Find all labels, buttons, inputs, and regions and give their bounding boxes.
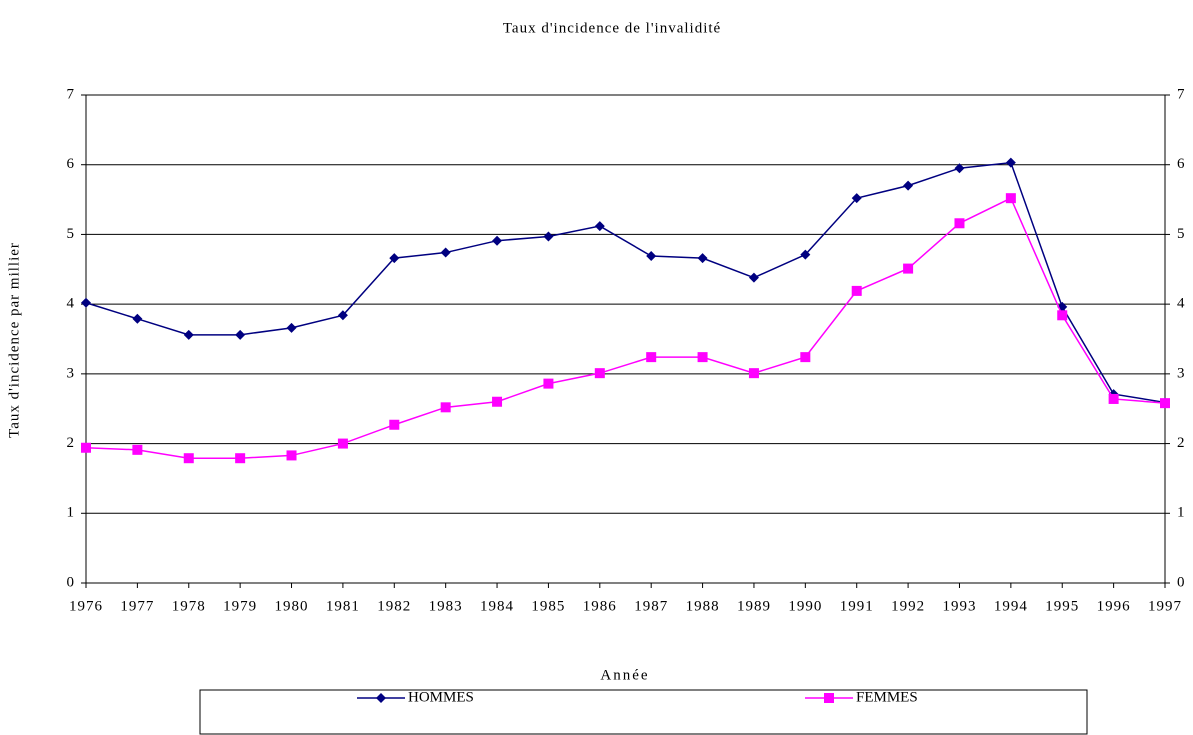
data-point (903, 263, 914, 274)
x-tick-label: 1991 (840, 598, 874, 614)
x-tick-label: 1983 (429, 598, 463, 614)
y2-tick-label: 5 (1177, 226, 1185, 242)
y-tick-label: 2 (67, 435, 75, 451)
x-tick-label: 1982 (377, 598, 411, 614)
data-point (337, 310, 348, 321)
x-tick-label: 1976 (69, 598, 103, 614)
x-tick-label: 1981 (326, 598, 360, 614)
data-point (748, 272, 759, 283)
x-tick-label: 1979 (223, 598, 257, 614)
data-point (235, 453, 246, 464)
x-tick-label: 1990 (788, 598, 822, 614)
y-tick-label: 5 (67, 226, 75, 242)
data-point (183, 453, 194, 464)
data-point (132, 313, 143, 324)
data-point (81, 442, 91, 453)
data-point (543, 231, 554, 242)
data-point (492, 235, 503, 246)
data-point (594, 368, 605, 379)
legend-marker (824, 693, 834, 703)
y2-tick-label: 6 (1177, 156, 1185, 172)
data-point (748, 368, 759, 379)
x-tick-label: 1989 (737, 598, 771, 614)
data-point (697, 352, 708, 363)
data-point (286, 450, 297, 461)
data-point (492, 396, 503, 407)
data-point (800, 352, 811, 363)
data-point (132, 444, 143, 455)
data-point (235, 329, 246, 340)
data-point (646, 251, 657, 262)
data-point (954, 163, 965, 174)
x-tick-label: 1984 (480, 598, 514, 614)
legend-marker (376, 693, 386, 703)
x-tick-label: 1985 (531, 598, 565, 614)
y2-tick-label: 4 (1177, 296, 1185, 312)
x-tick-label: 1995 (1045, 598, 1079, 614)
data-point (697, 253, 708, 264)
y-tick-label: 4 (67, 296, 75, 312)
x-tick-label: 1977 (120, 598, 154, 614)
legend-label: HOMMES (408, 689, 474, 705)
data-point (440, 402, 451, 413)
data-point (183, 329, 194, 340)
data-point (646, 352, 657, 363)
y2-tick-label: 1 (1177, 505, 1185, 521)
data-point (81, 297, 91, 308)
data-point (851, 193, 862, 204)
x-tick-label: 1992 (891, 598, 925, 614)
data-point (1005, 157, 1016, 168)
data-point (851, 285, 862, 296)
y2-tick-label: 2 (1177, 435, 1185, 451)
legend-box (199, 689, 1088, 735)
x-tick-label: 1987 (634, 598, 668, 614)
data-point (903, 180, 914, 191)
x-tick-label: 1980 (275, 598, 309, 614)
x-tick-label: 1993 (942, 598, 976, 614)
data-point (1108, 393, 1119, 404)
y-tick-label: 7 (67, 86, 75, 102)
data-point (1005, 193, 1016, 204)
x-tick-label: 1988 (686, 598, 720, 614)
data-point (1160, 398, 1170, 409)
y-tick-label: 6 (67, 156, 75, 172)
x-tick-label: 1978 (172, 598, 206, 614)
legend-label: FEMMES (856, 689, 918, 705)
y-axis-label: Taux d'incidence par millier (6, 242, 22, 438)
data-point (1057, 310, 1068, 321)
series-line (85, 161, 1166, 404)
data-point (594, 221, 605, 232)
y2-tick-label: 3 (1177, 365, 1185, 381)
y-tick-label: 0 (67, 574, 75, 590)
x-tick-label: 1997 (1148, 598, 1182, 614)
x-tick-label: 1986 (583, 598, 617, 614)
data-point (800, 249, 811, 260)
y-tick-label: 1 (67, 505, 75, 521)
x-axis-label: Année (600, 667, 649, 683)
y2-tick-label: 0 (1177, 574, 1185, 590)
chart-title: Taux d'incidence de l'invalidité (503, 20, 721, 36)
x-tick-label: 1994 (994, 598, 1028, 614)
data-point (543, 378, 554, 389)
data-point (389, 419, 400, 430)
y-tick-label: 3 (67, 365, 75, 381)
data-point (440, 247, 451, 258)
y2-tick-label: 7 (1177, 86, 1185, 102)
data-point (389, 253, 400, 264)
data-point (954, 218, 965, 229)
data-point (286, 322, 297, 333)
x-tick-label: 1996 (1097, 598, 1131, 614)
series-line (85, 197, 1166, 459)
data-point (337, 438, 348, 449)
